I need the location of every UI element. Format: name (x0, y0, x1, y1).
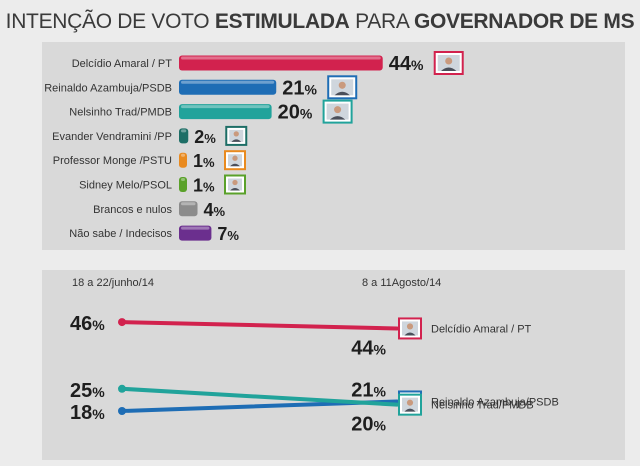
bar-highlight (181, 178, 185, 181)
bar-label: Sidney Melo/PSOL (79, 180, 172, 192)
start-point (118, 384, 126, 393)
bar-label: Evander Vendramini /PP (52, 131, 172, 143)
start-value-label: 46% (70, 313, 105, 335)
candidate-photo-body (334, 91, 350, 96)
candidate-photo-body (404, 408, 416, 412)
line-chart-panel (42, 270, 625, 460)
candidate-photo-body (231, 139, 242, 142)
series-name-label: Delcídio Amaral / PT (431, 323, 532, 335)
candidate-photo-body (230, 163, 240, 167)
chart-title: INTENÇÃO DE VOTO ESTIMULADA PARA GOVERNA… (0, 10, 640, 34)
start-point (118, 318, 126, 327)
candidate-photo-body (404, 332, 416, 336)
candidate-photo-head (406, 399, 414, 406)
bar-label: Delcídio Amaral / PT (72, 58, 173, 70)
candidate-photo-body (441, 67, 457, 71)
bar-value-label: 2% (194, 127, 216, 147)
candidate-photo-head (334, 106, 342, 114)
bar-highlight (181, 226, 210, 230)
series-name-label: Reinaldo Azambuja/PSDB (431, 396, 559, 408)
candidate-photo-head (445, 57, 453, 65)
bar-highlight (181, 80, 275, 84)
bar-value-label: 1% (193, 176, 215, 196)
series-line (120, 386, 399, 407)
bar-value-label: 7% (217, 224, 239, 244)
title-part-3: PARA (355, 10, 409, 33)
candidate-photo-head (338, 81, 346, 89)
end-value-label: 44% (351, 337, 386, 359)
bar-value-label: 1% (193, 151, 215, 171)
start-value-label: 18% (70, 402, 105, 424)
title-part-4: GOVERNADOR DE MS (413, 10, 635, 33)
bar-label: Brancos e nulos (93, 204, 172, 216)
title-part-2: ESTIMULADA (214, 10, 350, 33)
bar-value-label: 20% (278, 102, 313, 124)
candidate-photo-head (232, 179, 238, 186)
bar-label: Não sabe / Indecisos (69, 228, 172, 240)
bar-label: Nelsinho Trad/PMDB (69, 107, 172, 119)
title-part-1: INTENÇÃO DE VOTO (5, 10, 210, 33)
bar-highlight (181, 153, 185, 157)
bar (179, 152, 187, 168)
bar-label: Reinaldo Azambuja/PSDB (44, 82, 172, 94)
period-label-2: 8 a 11Agosto/14 (362, 277, 441, 289)
bar (179, 177, 187, 192)
bar-value-label: 21% (282, 77, 317, 99)
bar-highlight (181, 56, 381, 60)
bar-highlight (181, 129, 187, 133)
series-name-label: Nelsinho Trad/PMDB (431, 400, 534, 412)
start-value-label: 25% (70, 380, 105, 402)
candidate-photo-head (233, 131, 239, 137)
bar-value-label: 4% (204, 200, 226, 220)
bar (179, 128, 189, 144)
bar-highlight (181, 105, 270, 109)
candidate-photo-body (329, 116, 346, 120)
candidate-photo-body (230, 188, 240, 191)
bar-value-label: 44% (389, 53, 424, 75)
end-value-label: 20% (351, 414, 386, 436)
start-point (118, 407, 126, 415)
series-line (120, 320, 399, 331)
bar-highlight (181, 202, 196, 206)
end-value-label: 21% (351, 379, 386, 401)
candidate-photo-head (232, 155, 238, 161)
bar-label: Professor Monge /PSTU (53, 155, 172, 167)
period-label-1: 18 a 22/junho/14 (72, 277, 154, 289)
candidate-photo-head (406, 323, 414, 330)
